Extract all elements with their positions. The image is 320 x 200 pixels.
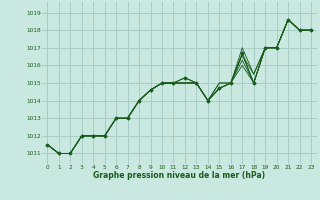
X-axis label: Graphe pression niveau de la mer (hPa): Graphe pression niveau de la mer (hPa) bbox=[93, 171, 265, 180]
